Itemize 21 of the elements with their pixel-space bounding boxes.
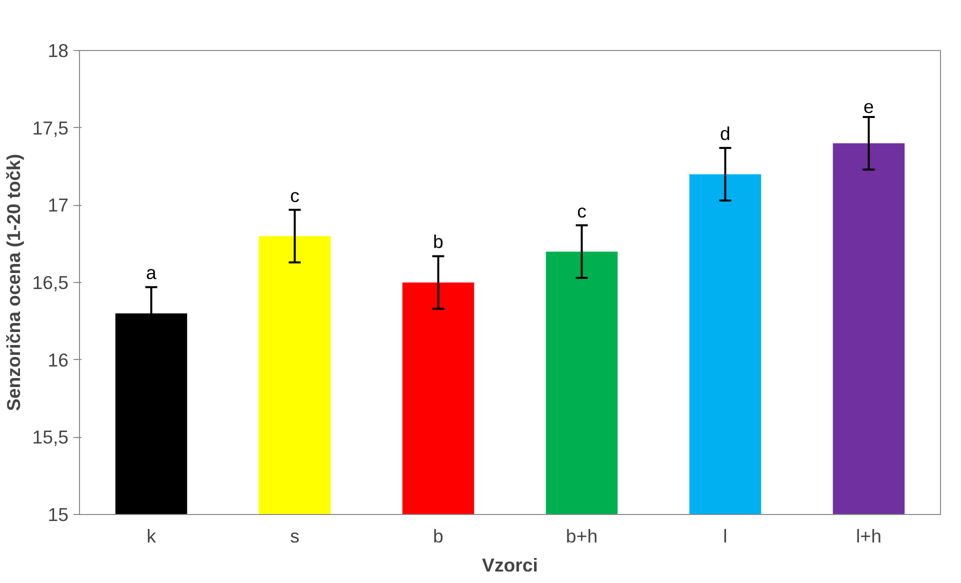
y-tick-label: 15,5 bbox=[32, 426, 68, 448]
x-tick-label: l+h bbox=[856, 526, 882, 546]
y-tick-label: 16 bbox=[48, 349, 69, 370]
annotation: d bbox=[720, 122, 730, 144]
y-axis-title: Senzorična ocena (1-20 točk) bbox=[3, 154, 24, 412]
annotation: b bbox=[433, 231, 444, 252]
y-tick-label: 16,5 bbox=[32, 272, 68, 293]
annotation: a bbox=[146, 262, 158, 284]
x-tick-label: l bbox=[723, 526, 728, 546]
annotation: e bbox=[864, 96, 874, 118]
annotation: c bbox=[577, 200, 586, 222]
y-tick-label: 18 bbox=[48, 40, 69, 61]
annotation: c bbox=[290, 184, 300, 206]
y-tick-label: 17,5 bbox=[32, 117, 68, 138]
x-tick-label: k bbox=[146, 526, 157, 546]
x-tick-label: s bbox=[290, 526, 300, 546]
x-axis-title: Vzorci bbox=[482, 554, 538, 576]
x-tick-label: b bbox=[433, 526, 444, 546]
x-tick-label: b+h bbox=[566, 526, 598, 546]
y-tick-label: 15 bbox=[48, 504, 69, 525]
y-tick-label: 17 bbox=[48, 194, 69, 216]
